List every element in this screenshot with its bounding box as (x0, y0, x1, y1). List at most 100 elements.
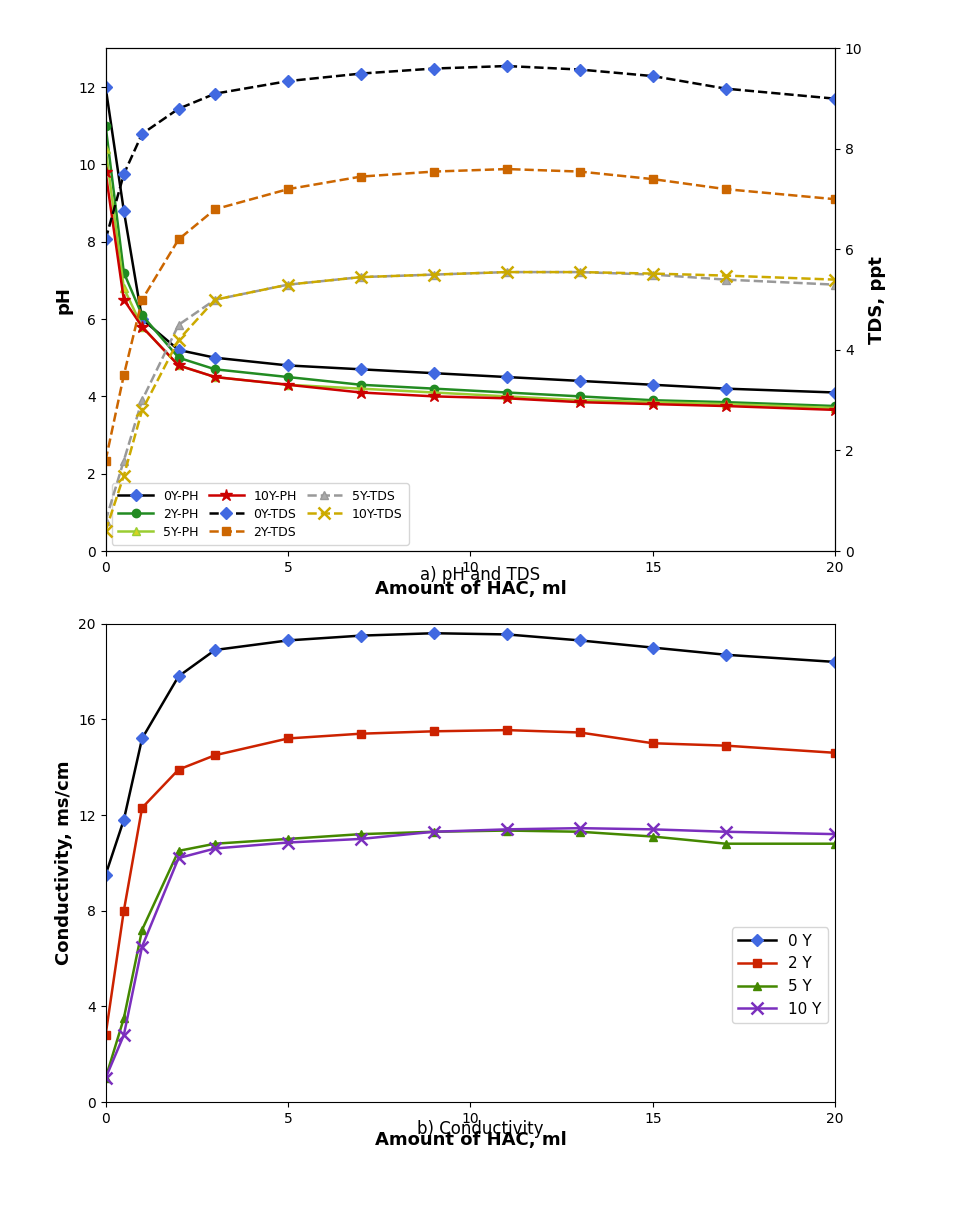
0Y-PH (829, 385, 841, 400)
2 Y (647, 736, 659, 751)
5 Y (173, 844, 184, 859)
10 Y (100, 1071, 111, 1085)
5Y-PH (100, 142, 111, 156)
10 Y (118, 1028, 130, 1043)
5 Y (647, 830, 659, 844)
2Y-TDS (574, 165, 586, 179)
Line: 10Y-TDS: 10Y-TDS (100, 266, 841, 536)
2 Y (829, 746, 841, 761)
5Y-PH (209, 369, 221, 384)
10Y-TDS (282, 277, 294, 292)
2Y-PH (647, 394, 659, 408)
0 Y (118, 813, 130, 827)
Y-axis label: Conductivity, ms/cm: Conductivity, ms/cm (55, 761, 73, 965)
2Y-PH (428, 381, 440, 396)
Text: a) pH and TDS: a) pH and TDS (420, 566, 540, 584)
Line: 10 Y: 10 Y (100, 822, 841, 1084)
2 Y (173, 762, 184, 776)
0Y-TDS (100, 233, 111, 247)
2 Y (136, 800, 148, 815)
2Y-PH (100, 119, 111, 133)
0Y-PH (173, 343, 184, 357)
2Y-PH (282, 369, 294, 384)
10 Y (428, 825, 440, 839)
Legend: 0 Y, 2 Y, 5 Y, 10 Y: 0 Y, 2 Y, 5 Y, 10 Y (732, 928, 828, 1022)
5Y-TDS (355, 270, 367, 285)
0Y-PH (282, 358, 294, 373)
0Y-PH (209, 350, 221, 365)
5Y-PH (720, 397, 732, 412)
10Y-PH (282, 378, 294, 392)
0 Y (720, 648, 732, 662)
0Y-TDS (829, 92, 841, 107)
Line: 2Y-TDS: 2Y-TDS (102, 165, 839, 465)
10Y-PH (173, 358, 184, 373)
2 Y (574, 725, 586, 740)
10 Y (173, 851, 184, 866)
5 Y (428, 825, 440, 839)
0Y-TDS (282, 74, 294, 88)
0Y-PH (574, 374, 586, 389)
2Y-TDS (720, 182, 732, 196)
5 Y (282, 832, 294, 846)
Y-axis label: pH: pH (55, 286, 73, 314)
10Y-PH (428, 389, 440, 403)
5Y-PH (574, 394, 586, 408)
0 Y (209, 643, 221, 658)
5 Y (136, 923, 148, 937)
2 Y (501, 723, 513, 737)
0 Y (501, 627, 513, 642)
0Y-PH (100, 80, 111, 94)
2Y-TDS (136, 293, 148, 308)
0Y-TDS (209, 86, 221, 101)
0Y-TDS (501, 59, 513, 74)
10 Y (501, 822, 513, 837)
2Y-TDS (282, 182, 294, 196)
10Y-PH (355, 385, 367, 400)
5 Y (720, 837, 732, 851)
0 Y (574, 633, 586, 648)
5Y-PH (428, 385, 440, 400)
5Y-PH (501, 389, 513, 403)
0Y-TDS (173, 102, 184, 116)
5 Y (118, 1011, 130, 1026)
2Y-PH (118, 265, 130, 280)
0Y-TDS (428, 62, 440, 76)
0Y-PH (501, 369, 513, 384)
10Y-TDS (173, 333, 184, 348)
10Y-PH (136, 320, 148, 334)
5Y-PH (173, 358, 184, 373)
10Y-PH (574, 395, 586, 409)
0 Y (282, 633, 294, 648)
0 Y (136, 731, 148, 746)
10Y-TDS (136, 403, 148, 418)
2 Y (118, 903, 130, 918)
X-axis label: Amount of HAC, ml: Amount of HAC, ml (374, 580, 566, 598)
10 Y (355, 832, 367, 846)
0Y-TDS (720, 81, 732, 96)
2Y-TDS (118, 368, 130, 383)
0Y-TDS (574, 62, 586, 76)
2 Y (355, 727, 367, 741)
Line: 5 Y: 5 Y (102, 826, 839, 1083)
5Y-TDS (574, 265, 586, 280)
2 Y (720, 739, 732, 753)
10Y-PH (100, 165, 111, 179)
0Y-TDS (118, 167, 130, 182)
5Y-TDS (209, 293, 221, 308)
2Y-TDS (355, 170, 367, 184)
5Y-TDS (428, 268, 440, 282)
10 Y (282, 836, 294, 850)
Line: 2Y-PH: 2Y-PH (102, 121, 839, 411)
0Y-TDS (647, 69, 659, 84)
10Y-PH (118, 293, 130, 308)
10Y-TDS (647, 266, 659, 281)
5 Y (355, 827, 367, 842)
0 Y (829, 655, 841, 670)
0Y-PH (136, 311, 148, 326)
Y-axis label: TDS, ppt: TDS, ppt (868, 256, 886, 344)
0Y-PH (647, 378, 659, 392)
2Y-PH (829, 398, 841, 413)
5 Y (501, 823, 513, 838)
5Y-TDS (282, 277, 294, 292)
